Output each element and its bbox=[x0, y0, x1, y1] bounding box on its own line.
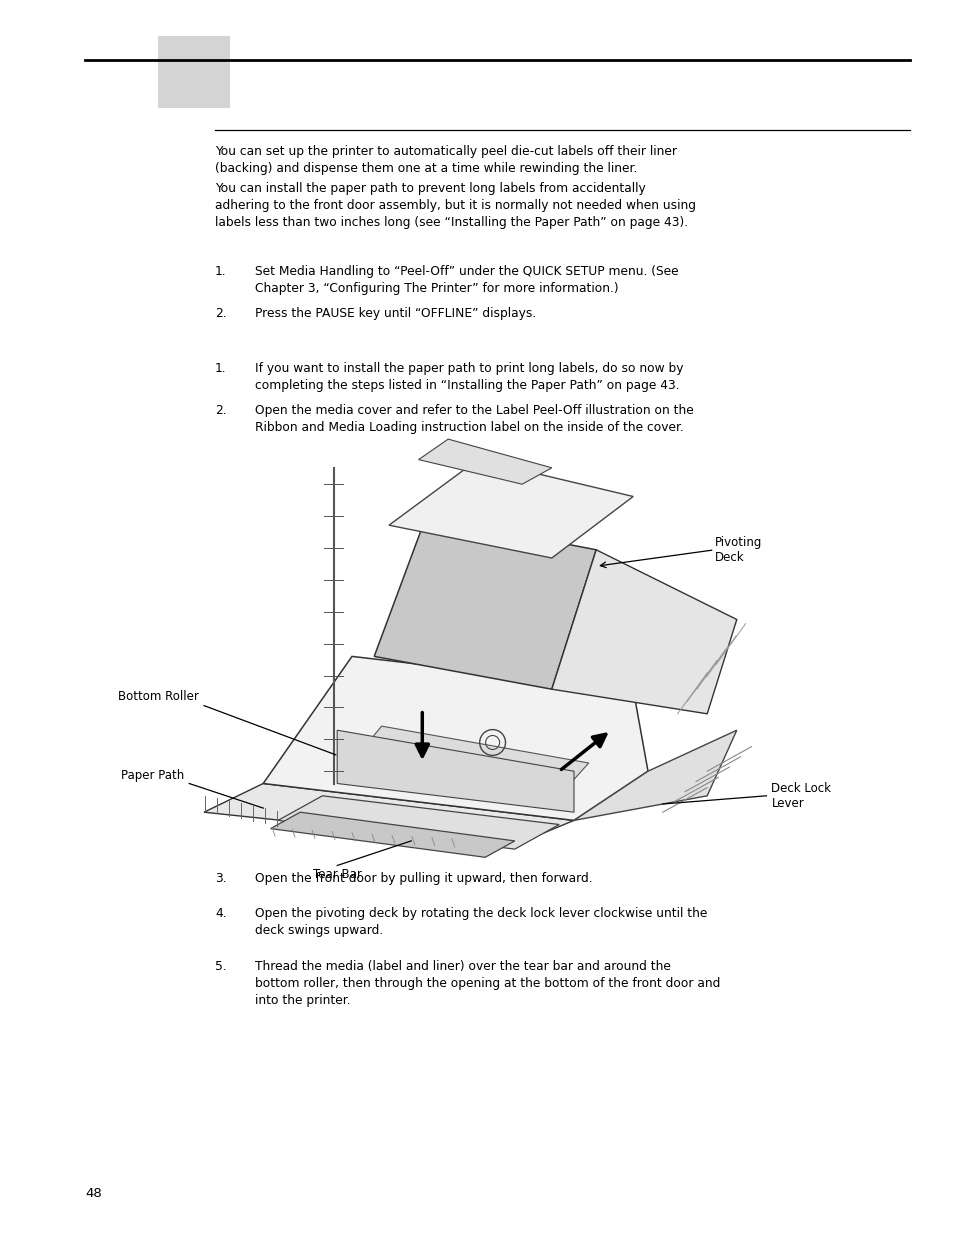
Text: Tear Bar: Tear Bar bbox=[313, 868, 361, 882]
Text: You can install the paper path to prevent long labels from accidentally: You can install the paper path to preven… bbox=[214, 182, 645, 195]
Text: Paper Path: Paper Path bbox=[121, 768, 184, 782]
Text: into the printer.: into the printer. bbox=[254, 994, 351, 1007]
Text: 4.: 4. bbox=[214, 906, 227, 920]
Polygon shape bbox=[551, 550, 736, 714]
Text: Thread the media (label and liner) over the tear bar and around the: Thread the media (label and liner) over … bbox=[254, 960, 670, 973]
Text: 1.: 1. bbox=[214, 362, 227, 375]
Text: Pivoting
Deck: Pivoting Deck bbox=[714, 536, 761, 564]
Polygon shape bbox=[418, 440, 551, 484]
Text: 5.: 5. bbox=[214, 960, 227, 973]
Text: labels less than two inches long (see “Installing the Paper Path” on page 43).: labels less than two inches long (see “I… bbox=[214, 216, 687, 228]
Polygon shape bbox=[574, 730, 736, 820]
Text: Set Media Handling to “Peel-Off” under the QUICK SETUP menu. (See: Set Media Handling to “Peel-Off” under t… bbox=[254, 266, 678, 278]
Text: Deck Lock
Lever: Deck Lock Lever bbox=[771, 782, 830, 810]
Polygon shape bbox=[336, 730, 574, 813]
Text: Open the front door by pulling it upward, then forward.: Open the front door by pulling it upward… bbox=[254, 872, 592, 885]
Text: deck swings upward.: deck swings upward. bbox=[254, 924, 383, 937]
Text: 2.: 2. bbox=[214, 404, 227, 417]
Text: 48: 48 bbox=[85, 1187, 102, 1200]
Text: adhering to the front door assembly, but it is normally not needed when using: adhering to the front door assembly, but… bbox=[214, 199, 696, 212]
Bar bbox=[158, 36, 230, 107]
Polygon shape bbox=[277, 795, 558, 850]
Text: 3.: 3. bbox=[214, 872, 227, 885]
Polygon shape bbox=[389, 459, 633, 558]
Text: Chapter 3, “Configuring The Printer” for more information.): Chapter 3, “Configuring The Printer” for… bbox=[254, 282, 618, 295]
Polygon shape bbox=[204, 783, 574, 845]
Polygon shape bbox=[344, 726, 588, 804]
Polygon shape bbox=[271, 813, 515, 857]
Text: If you want to install the paper path to print long labels, do so now by: If you want to install the paper path to… bbox=[254, 362, 682, 375]
Polygon shape bbox=[263, 656, 647, 820]
Text: Open the pivoting deck by rotating the deck lock lever clockwise until the: Open the pivoting deck by rotating the d… bbox=[254, 906, 706, 920]
Text: completing the steps listed in “Installing the Paper Path” on page 43.: completing the steps listed in “Installi… bbox=[254, 379, 679, 391]
Text: Press the PAUSE key until “OFFLINE” displays.: Press the PAUSE key until “OFFLINE” disp… bbox=[254, 308, 536, 320]
Text: (backing) and dispense them one at a time while rewinding the liner.: (backing) and dispense them one at a tim… bbox=[214, 162, 637, 175]
Text: Ribbon and Media Loading instruction label on the inside of the cover.: Ribbon and Media Loading instruction lab… bbox=[254, 421, 683, 433]
Text: Bottom Roller: Bottom Roller bbox=[118, 689, 199, 703]
Text: 1.: 1. bbox=[214, 266, 227, 278]
Text: 2.: 2. bbox=[214, 308, 227, 320]
Polygon shape bbox=[374, 517, 596, 689]
Text: You can set up the printer to automatically peel die-cut labels off their liner: You can set up the printer to automatica… bbox=[214, 144, 677, 158]
Text: bottom roller, then through the opening at the bottom of the front door and: bottom roller, then through the opening … bbox=[254, 977, 720, 990]
Text: Open the media cover and refer to the Label Peel-Off illustration on the: Open the media cover and refer to the La… bbox=[254, 404, 693, 417]
